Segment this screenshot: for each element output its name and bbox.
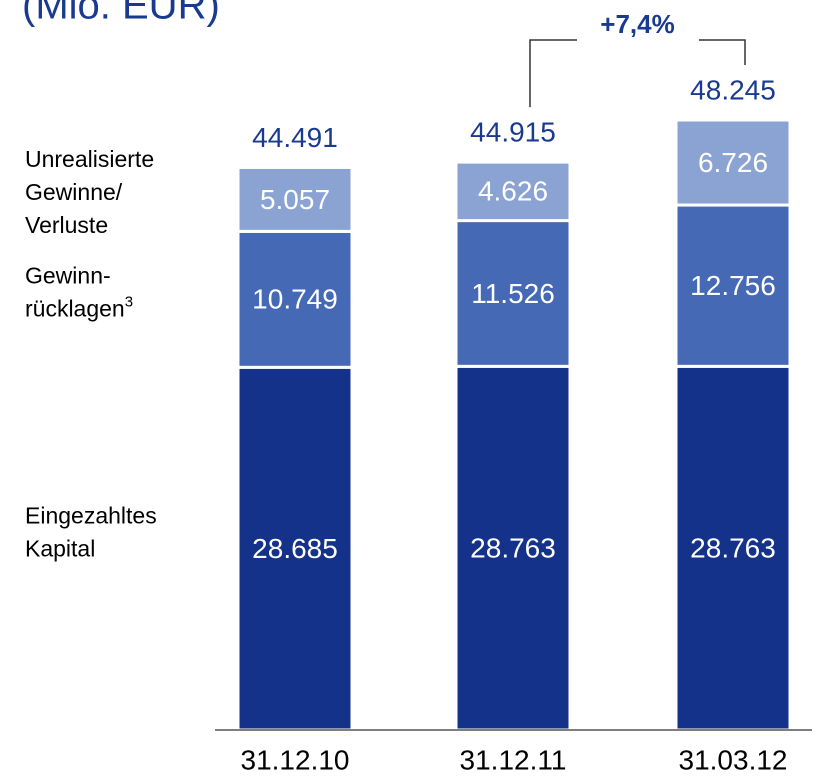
footnote-marker: 3 [125,293,133,310]
bar-segment [236,365,354,732]
annotation: +7,4% [600,9,674,39]
bar-segment [674,118,792,207]
total-label: 48.245 [690,74,776,105]
value-label: 28.763 [470,533,556,564]
value-label: 28.685 [252,533,338,564]
x-tick-label: 31.12.10 [241,744,350,775]
bar-segment [236,229,354,369]
value-label: 12.756 [690,270,776,301]
legend-label: Gewinn-rücklagen3 [25,263,133,322]
value-label: 11.526 [471,278,555,309]
value-label: 5.057 [260,184,330,215]
chart-title: (Mio. EUR) [22,0,220,28]
bar-segment [674,203,792,368]
bracket [529,39,746,108]
legend-label: Eingezahltes Kapital [25,503,157,562]
bar-segment [454,364,572,732]
total-label: 44.491 [252,122,338,153]
value-label: 4.626 [478,176,548,207]
value-label: 28.763 [690,533,776,564]
x-tick-label: 31.12.11 [460,744,567,775]
total-label: 44.915 [470,116,556,147]
x-tick-label: 31.03.12 [679,744,788,775]
bar-segment [454,219,572,368]
bar-segment [236,165,354,233]
value-label: 10.749 [252,284,338,315]
value-label: 6.726 [698,147,768,178]
legend-label: Unrealisierte Gewinne/Verluste [25,146,154,238]
bar-segment [454,160,572,223]
